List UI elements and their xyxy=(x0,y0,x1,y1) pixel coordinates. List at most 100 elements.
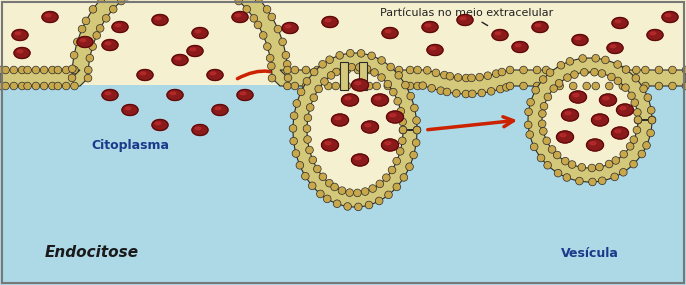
Circle shape xyxy=(626,142,634,150)
Circle shape xyxy=(336,52,344,59)
Circle shape xyxy=(310,94,318,101)
Ellipse shape xyxy=(587,139,604,151)
Circle shape xyxy=(602,56,609,64)
Ellipse shape xyxy=(662,11,678,23)
Ellipse shape xyxy=(607,42,623,54)
Circle shape xyxy=(297,88,305,96)
Ellipse shape xyxy=(212,105,228,115)
Circle shape xyxy=(24,82,32,90)
Circle shape xyxy=(393,157,401,165)
Ellipse shape xyxy=(105,42,111,45)
Ellipse shape xyxy=(569,91,587,103)
Circle shape xyxy=(399,137,406,145)
Circle shape xyxy=(319,60,327,68)
Ellipse shape xyxy=(105,92,111,95)
Ellipse shape xyxy=(167,89,183,101)
Circle shape xyxy=(399,118,406,126)
Circle shape xyxy=(540,102,548,110)
Circle shape xyxy=(506,66,514,74)
Circle shape xyxy=(326,56,333,64)
Circle shape xyxy=(268,13,276,21)
Circle shape xyxy=(397,107,405,115)
Circle shape xyxy=(89,5,97,13)
Circle shape xyxy=(346,49,354,57)
Circle shape xyxy=(314,82,321,90)
Ellipse shape xyxy=(365,124,371,127)
Ellipse shape xyxy=(565,112,571,115)
Circle shape xyxy=(556,66,563,74)
Circle shape xyxy=(70,51,78,59)
Circle shape xyxy=(493,70,500,78)
Circle shape xyxy=(366,66,373,74)
Circle shape xyxy=(630,136,637,144)
Circle shape xyxy=(302,172,309,180)
Circle shape xyxy=(387,63,394,71)
Ellipse shape xyxy=(385,142,391,145)
Circle shape xyxy=(622,66,630,73)
Ellipse shape xyxy=(665,14,671,17)
Circle shape xyxy=(406,66,414,74)
Circle shape xyxy=(641,82,649,90)
Circle shape xyxy=(293,100,300,107)
Circle shape xyxy=(32,82,40,90)
Circle shape xyxy=(0,66,4,74)
Circle shape xyxy=(49,66,56,74)
Circle shape xyxy=(316,190,324,198)
Ellipse shape xyxy=(102,89,118,101)
Circle shape xyxy=(373,66,381,74)
Circle shape xyxy=(19,82,26,90)
Circle shape xyxy=(348,63,355,71)
Ellipse shape xyxy=(325,19,331,22)
Circle shape xyxy=(384,82,392,90)
Circle shape xyxy=(365,201,372,209)
Circle shape xyxy=(669,82,676,90)
Ellipse shape xyxy=(187,46,203,56)
Circle shape xyxy=(397,147,404,155)
Circle shape xyxy=(393,183,401,191)
Ellipse shape xyxy=(382,27,398,38)
Circle shape xyxy=(395,82,403,90)
Ellipse shape xyxy=(196,127,201,130)
Circle shape xyxy=(314,165,321,173)
Circle shape xyxy=(327,72,335,79)
Ellipse shape xyxy=(611,45,616,48)
Circle shape xyxy=(484,72,492,80)
Circle shape xyxy=(589,178,596,186)
Ellipse shape xyxy=(325,142,331,145)
Circle shape xyxy=(109,5,117,13)
Polygon shape xyxy=(293,53,417,207)
Ellipse shape xyxy=(308,68,402,192)
Circle shape xyxy=(283,60,291,68)
Circle shape xyxy=(283,82,292,90)
Text: Endocitose: Endocitose xyxy=(45,245,139,260)
Circle shape xyxy=(542,82,550,90)
Ellipse shape xyxy=(422,21,438,32)
Circle shape xyxy=(619,168,627,176)
Ellipse shape xyxy=(457,15,473,25)
Circle shape xyxy=(259,32,267,39)
Ellipse shape xyxy=(335,117,341,120)
Circle shape xyxy=(432,69,440,77)
Circle shape xyxy=(320,78,329,85)
Circle shape xyxy=(413,117,421,124)
Circle shape xyxy=(454,74,462,81)
Circle shape xyxy=(557,62,565,69)
Circle shape xyxy=(554,151,561,159)
Ellipse shape xyxy=(612,17,628,28)
Circle shape xyxy=(592,54,600,62)
Circle shape xyxy=(274,25,282,33)
Circle shape xyxy=(338,187,346,194)
Circle shape xyxy=(332,66,340,74)
Ellipse shape xyxy=(80,39,86,42)
Circle shape xyxy=(443,88,451,96)
Circle shape xyxy=(268,62,275,70)
Ellipse shape xyxy=(215,107,221,110)
Circle shape xyxy=(634,109,641,116)
Circle shape xyxy=(527,98,534,106)
Circle shape xyxy=(578,164,586,171)
Circle shape xyxy=(539,127,547,135)
Circle shape xyxy=(419,82,427,89)
Circle shape xyxy=(566,58,573,65)
Circle shape xyxy=(331,183,338,191)
Circle shape xyxy=(580,68,588,76)
